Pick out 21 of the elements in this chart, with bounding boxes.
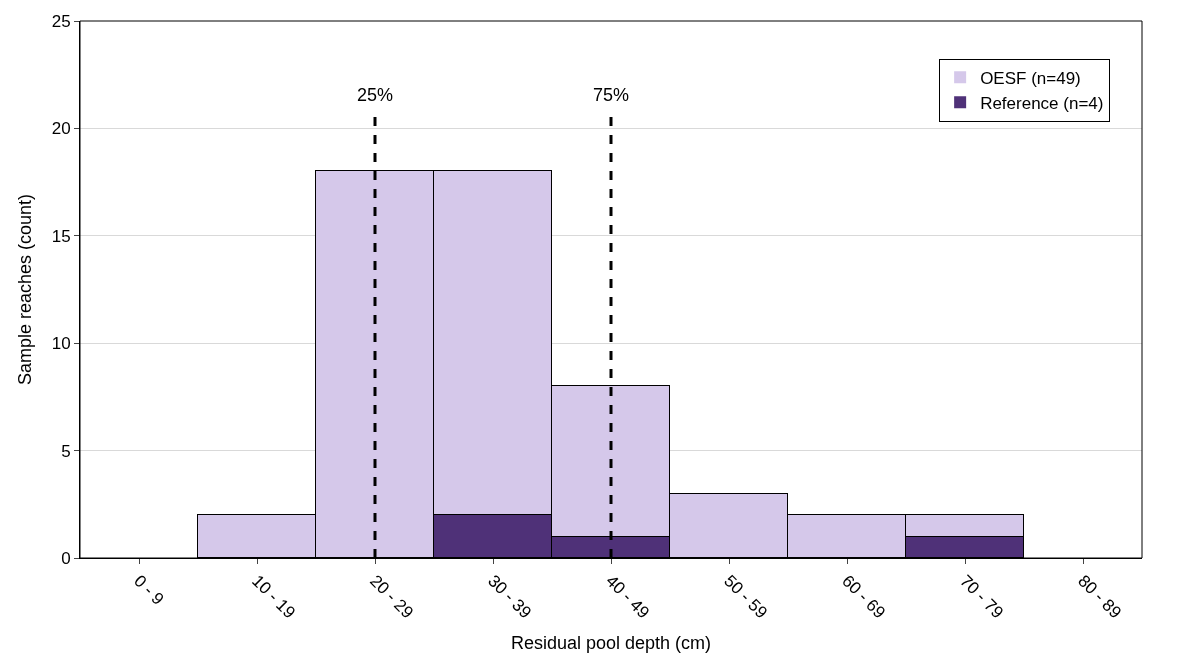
x-tick-label: 80 - 89 bbox=[1074, 571, 1126, 623]
x-tick-label: 60 - 69 bbox=[838, 571, 890, 623]
ref-line-label: 25% bbox=[357, 85, 394, 105]
x-tick-label: 70 - 79 bbox=[956, 571, 1008, 623]
y-tick-label: 15 bbox=[51, 226, 71, 246]
x-tick-label: 10 - 19 bbox=[248, 571, 300, 623]
x-axis-title: Residual pool depth (cm) bbox=[510, 633, 712, 654]
legend-label: OESF (n=49) bbox=[980, 68, 1081, 88]
ref-line-label: 75% bbox=[593, 85, 630, 105]
y-axis-title: Sample reaches (count) bbox=[14, 193, 35, 386]
y-tick-label: 10 bbox=[51, 334, 71, 354]
y-tick-label: 5 bbox=[61, 441, 71, 461]
y-tick-label: 0 bbox=[61, 548, 71, 568]
x-tick-label: 0 - 9 bbox=[130, 571, 168, 609]
y-tick-label: 20 bbox=[51, 119, 71, 139]
x-tick-label: 50 - 59 bbox=[720, 571, 772, 623]
legend-label: Reference (n=4) bbox=[980, 93, 1104, 113]
x-tick-label: 40 - 49 bbox=[602, 571, 654, 623]
x-tick-label: 30 - 39 bbox=[484, 571, 536, 623]
x-tick-label: 20 - 29 bbox=[366, 571, 418, 623]
y-tick-label: 25 bbox=[51, 11, 71, 31]
